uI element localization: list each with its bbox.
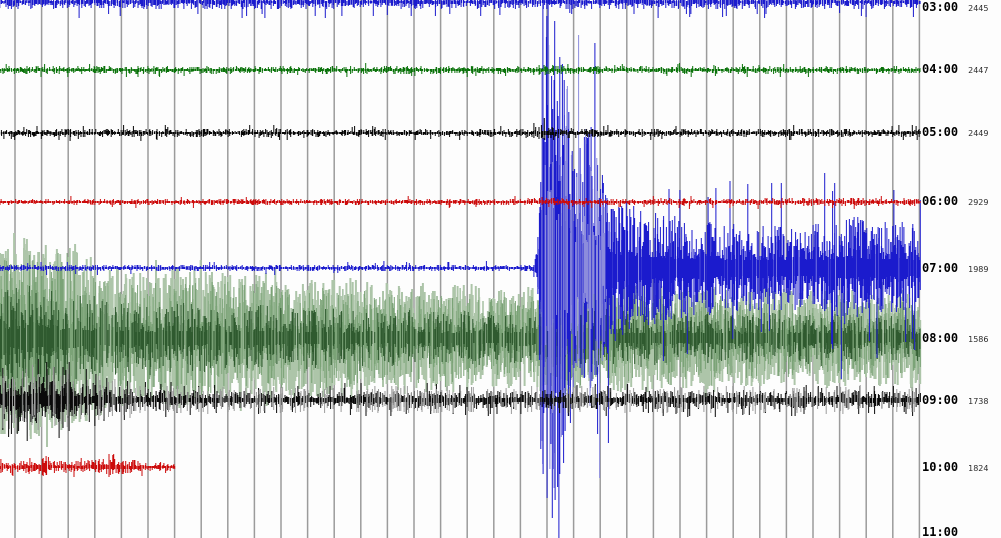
helicorder-chart: 03:00 2445 04:00 2447 05:00 2449 06:00 2929 07:0…	[0, 0, 989, 538]
seismogram-plot	[0, 0, 922, 538]
